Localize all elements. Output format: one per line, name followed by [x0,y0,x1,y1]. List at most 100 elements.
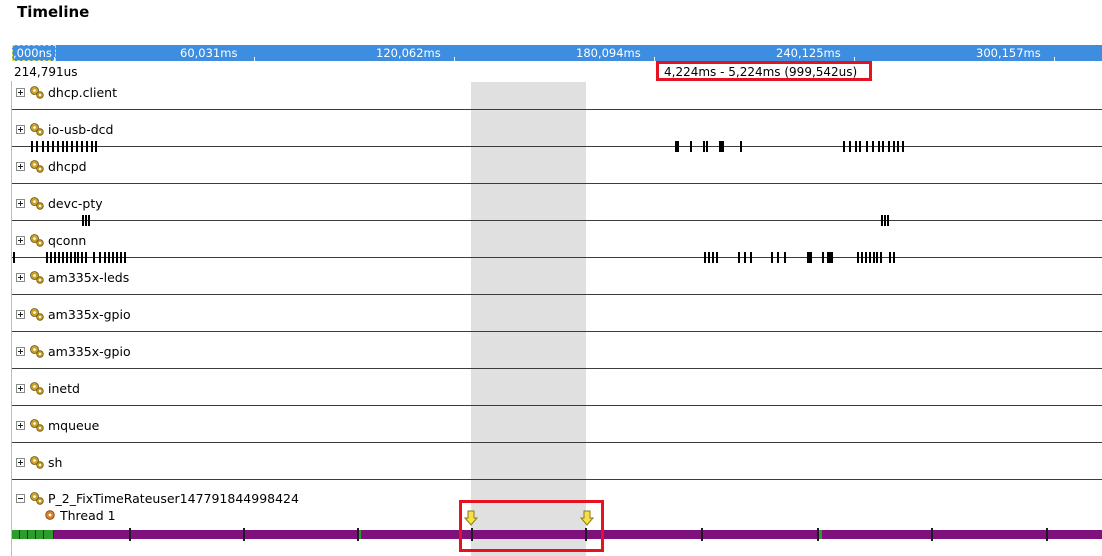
trace-event-mark [54,252,56,263]
trace-event-mark [887,215,889,226]
expand-toggle-icon[interactable] [16,235,25,245]
trace-event-mark [706,141,708,152]
process-row[interactable]: qconn [16,232,86,248]
trace-event-mark [866,141,868,152]
expand-toggle-icon[interactable] [16,198,25,208]
trace-event-mark [722,141,724,152]
row-separator [12,331,1102,332]
thread-state-bar[interactable] [12,528,1102,541]
trace-event-mark [93,252,95,263]
ruler-tick-label: ,000ns [13,46,52,60]
expand-toggle-icon[interactable] [16,383,25,393]
trace-event-mark [50,252,52,263]
gear-process-icon [29,233,45,248]
process-row[interactable]: io-usb-dcd [16,121,114,137]
trace-event-mark [58,252,60,263]
process-row[interactable]: am335x-gpio [16,306,131,322]
trace-event-mark [703,141,705,152]
trace-event-mark [690,141,692,152]
trace-event-mark [740,141,742,152]
process-row[interactable]: devc-pty [16,195,103,211]
selection-end-arrow-icon[interactable] [580,510,594,526]
expand-toggle-icon[interactable] [16,124,25,134]
process-name: mqueue [48,417,100,433]
thread-active-segment [44,530,54,539]
process-row[interactable]: dhcpd [16,158,87,174]
trace-event-mark [36,141,38,152]
process-name: qconn [48,232,87,248]
panel-title: Timeline [17,3,90,21]
trace-event-mark [704,252,706,263]
trace-event-mark [771,252,773,263]
row-separator [12,442,1102,443]
expand-toggle-icon[interactable] [16,457,25,467]
time-selection-region[interactable] [471,82,586,556]
expand-toggle-icon[interactable] [16,420,25,430]
thread-row[interactable]: Thread 1 [44,507,116,523]
trace-event-mark [855,141,857,152]
ruler-tick-mark [54,57,55,61]
trace-event-mark [807,252,811,263]
trace-event-mark [888,141,890,152]
row-separator [12,368,1102,369]
process-row[interactable]: inetd [16,380,80,396]
trace-event-mark [86,141,88,152]
process-row[interactable]: dhcp.client [16,84,117,100]
thread-active-segment [36,530,44,539]
expand-toggle-icon[interactable] [16,87,25,97]
row-separator [12,146,1102,147]
ruler-tick-label: 120,062ms [376,46,441,60]
trace-event-mark [744,252,746,263]
thread-bar-tick [1046,528,1048,541]
row-separator [12,405,1102,406]
thread-active-segment [12,530,20,539]
expand-toggle-icon[interactable] [16,161,25,171]
trace-event-mark [85,215,87,226]
ruler-origin-marker [12,45,56,61]
row-separator [12,183,1102,184]
trace-event-mark [708,252,710,263]
trace-event-mark [46,252,48,263]
time-ruler[interactable]: ,000ns 60,031ms 120,062ms 180,094ms 240,… [12,45,1102,61]
process-row[interactable]: mqueue [16,417,99,433]
process-row[interactable]: am335x-leds [16,269,129,285]
trace-event-mark [719,141,723,152]
thread-bar-tick [931,528,933,541]
trace-event-mark [57,141,59,152]
trace-event-mark [869,252,871,263]
process-row[interactable]: am335x-gpio [16,343,131,359]
selection-start-arrow-icon[interactable] [464,510,478,526]
trace-event-mark [81,252,83,263]
trace-event-mark [91,141,93,152]
thread-gear-icon [44,509,56,521]
trace-event-mark [66,252,68,263]
ruler-tick-mark [854,57,855,61]
gear-process-icon [29,418,45,433]
process-row[interactable]: P_2_FixTimeRateuser147791844998424 [16,490,299,506]
row-separator [12,479,1102,480]
expand-toggle-icon[interactable] [16,346,25,356]
trace-event-mark [124,252,126,263]
trace-event-mark [893,141,895,152]
ruler-tick-label: 60,031ms [180,46,238,60]
trace-event-mark [784,252,786,263]
trace-event-mark [861,252,863,263]
row-separator [12,257,1102,258]
collapse-toggle-icon[interactable] [16,493,25,503]
expand-toggle-icon[interactable] [16,272,25,282]
trace-event-mark [104,252,106,263]
trace-event-mark [889,252,891,263]
trace-event-mark [843,141,845,152]
trace-event-mark [116,252,118,263]
trace-event-mark [872,141,874,152]
ruler-tick-mark [254,57,255,61]
thread-bar-tick [471,528,473,541]
gear-process-icon [29,85,45,100]
expand-toggle-icon[interactable] [16,309,25,319]
trace-event-mark [902,141,904,152]
selection-range-readout: 4,224ms - 5,224ms (999,542us) [664,65,858,79]
timeline-lanes[interactable] [11,81,1102,556]
trace-event-mark [822,252,824,263]
trace-event-mark [750,252,752,263]
process-row[interactable]: sh [16,454,62,470]
